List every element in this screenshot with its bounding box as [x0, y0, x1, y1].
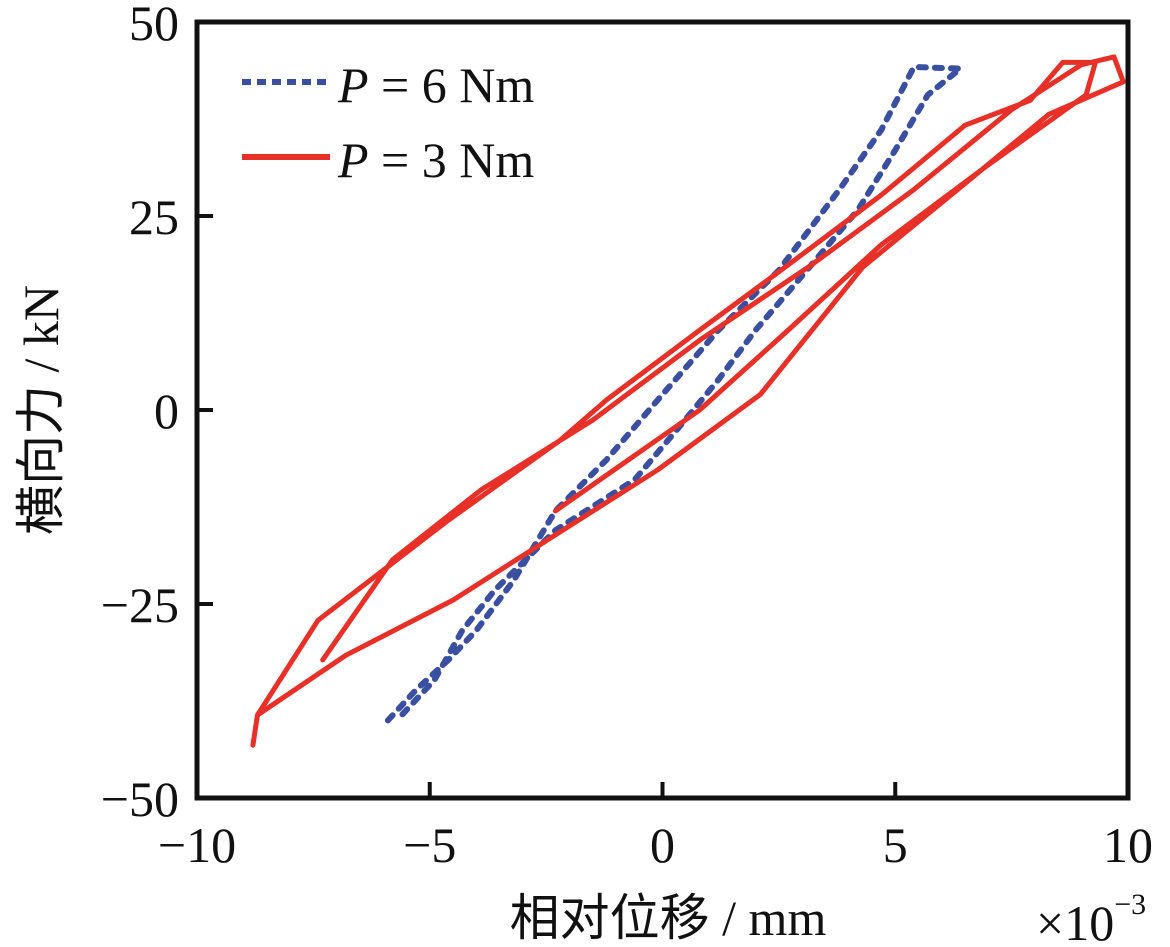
legend: P = 6 Nm P = 3 Nm: [242, 57, 534, 188]
series-line-p6: [384, 64, 964, 724]
x-tick-label: −10: [158, 817, 236, 873]
x-tick-label: −5: [403, 817, 456, 873]
y-tick-labels: 50 25 0 −25 −50: [101, 0, 179, 827]
series-line-p3: [250, 54, 1126, 748]
y-axis-title: 横向力 / kN: [13, 285, 69, 535]
y-tick-label: 25: [129, 189, 179, 245]
legend-label-p6: P = 6 Nm: [337, 57, 534, 113]
y-tick-label: −25: [101, 577, 179, 633]
y-tick-label: 50: [129, 0, 179, 51]
plot-frame: [194, 19, 1131, 801]
x-tick-labels: −10 −5 0 5 10: [158, 817, 1153, 873]
x-tick-label: 10: [1103, 817, 1153, 873]
series-group: [250, 54, 1126, 748]
x-tick-label: 0: [650, 817, 675, 873]
x-axis-title: 相对位移 / mm: [510, 890, 827, 946]
y-tick-label: −50: [101, 771, 179, 827]
x-tick-label: 5: [883, 817, 908, 873]
ticks: [195, 20, 1130, 800]
y-tick-label: 0: [154, 383, 179, 439]
legend-label-p3: P = 3 Nm: [337, 132, 534, 188]
x-axis-multiplier: ×10−3: [1036, 888, 1146, 947]
